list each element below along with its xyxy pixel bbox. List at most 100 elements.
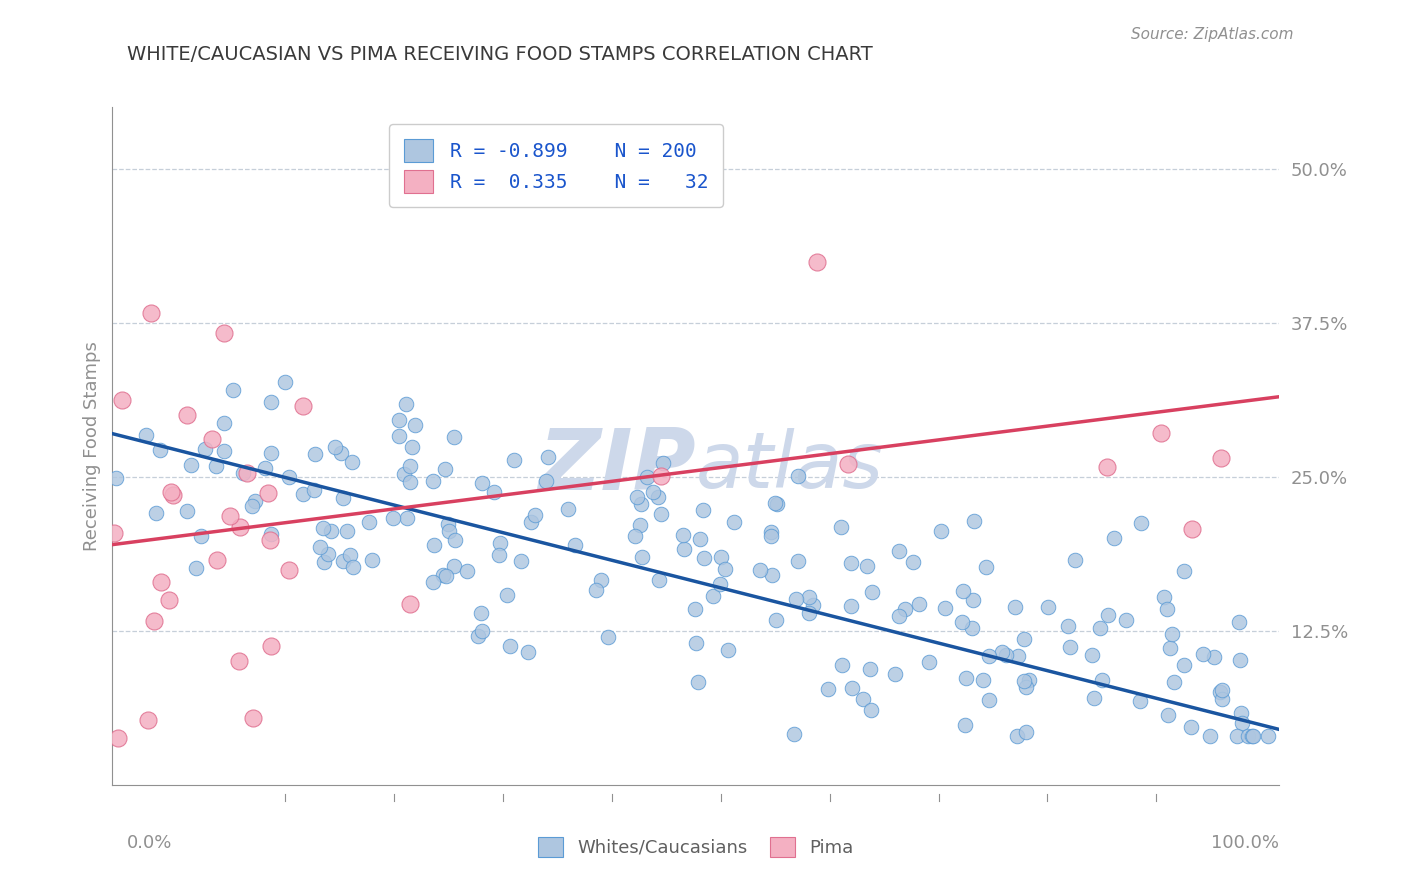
Point — [1226, 729, 1249, 743]
Point — [422, 538, 444, 552]
Point — [884, 667, 907, 681]
Point — [717, 642, 740, 657]
Point — [141, 306, 163, 320]
Point — [111, 393, 134, 408]
Point — [1161, 627, 1184, 641]
Point — [759, 529, 782, 543]
Point — [1004, 600, 1026, 615]
Point — [232, 466, 254, 480]
Point — [471, 476, 494, 491]
Point — [395, 510, 418, 524]
Point — [437, 517, 460, 532]
Point — [1241, 729, 1264, 743]
Point — [149, 442, 172, 457]
Point — [631, 550, 654, 565]
Point — [636, 469, 658, 483]
Point — [186, 561, 208, 575]
Point — [496, 589, 519, 603]
Point — [443, 430, 465, 444]
Point — [1057, 618, 1080, 632]
Point — [1015, 725, 1038, 739]
Point — [1211, 692, 1233, 706]
Point — [253, 461, 276, 475]
Point — [260, 639, 283, 653]
Point — [1209, 450, 1232, 465]
Point — [471, 624, 494, 639]
Point — [1129, 694, 1152, 708]
Point — [759, 524, 782, 539]
Point — [839, 599, 862, 614]
Point — [1211, 683, 1233, 698]
Point — [830, 520, 852, 534]
Point — [201, 432, 224, 446]
Point — [591, 573, 613, 587]
Point — [534, 475, 557, 489]
Point — [672, 528, 695, 542]
Point — [839, 557, 862, 571]
Point — [399, 597, 422, 611]
Point — [1163, 675, 1185, 690]
Point — [537, 450, 560, 465]
Point — [484, 485, 506, 500]
Point — [901, 555, 924, 569]
Text: 100.0%: 100.0% — [1212, 834, 1279, 852]
Point — [242, 711, 264, 725]
Point — [860, 584, 883, 599]
Point — [723, 515, 745, 529]
Point — [1153, 590, 1175, 604]
Point — [806, 255, 828, 269]
Point — [1150, 426, 1173, 441]
Point — [624, 529, 647, 543]
Point — [831, 658, 853, 673]
Point — [304, 447, 326, 461]
Point — [628, 517, 651, 532]
Y-axis label: Receiving Food Stamps: Receiving Food Stamps — [83, 341, 101, 551]
Text: ZIP: ZIP — [538, 425, 696, 508]
Point — [1007, 649, 1029, 664]
Point — [107, 731, 129, 745]
Point — [1227, 615, 1250, 630]
Point — [207, 553, 229, 567]
Point — [647, 490, 669, 504]
Point — [330, 446, 353, 460]
Point — [323, 441, 346, 455]
Point — [523, 508, 546, 522]
Point — [929, 524, 952, 538]
Point — [434, 462, 457, 476]
Point — [765, 495, 787, 509]
Point — [702, 589, 724, 603]
Point — [1237, 729, 1260, 743]
Point — [672, 541, 695, 556]
Point — [437, 524, 460, 539]
Point — [1018, 673, 1040, 687]
Point — [278, 563, 301, 577]
Point — [979, 648, 1001, 663]
Point — [765, 613, 787, 627]
Point — [1097, 608, 1119, 623]
Point — [1209, 685, 1232, 699]
Point — [1012, 673, 1035, 688]
Text: Source: ZipAtlas.com: Source: ZipAtlas.com — [1130, 27, 1294, 42]
Point — [517, 645, 540, 659]
Point — [1130, 516, 1153, 531]
Point — [787, 554, 810, 568]
Point — [1090, 621, 1112, 635]
Point — [340, 455, 363, 469]
Point — [422, 474, 444, 488]
Point — [212, 326, 235, 340]
Point — [499, 639, 522, 653]
Point — [359, 515, 381, 529]
Point — [136, 713, 159, 727]
Point — [219, 508, 242, 523]
Point — [291, 486, 314, 500]
Point — [395, 397, 418, 411]
Point — [316, 548, 339, 562]
Point — [467, 629, 489, 643]
Point — [797, 590, 820, 604]
Point — [710, 550, 733, 565]
Point — [557, 502, 579, 516]
Point — [564, 538, 586, 552]
Point — [1081, 648, 1104, 662]
Point — [585, 583, 607, 598]
Point — [1230, 715, 1253, 730]
